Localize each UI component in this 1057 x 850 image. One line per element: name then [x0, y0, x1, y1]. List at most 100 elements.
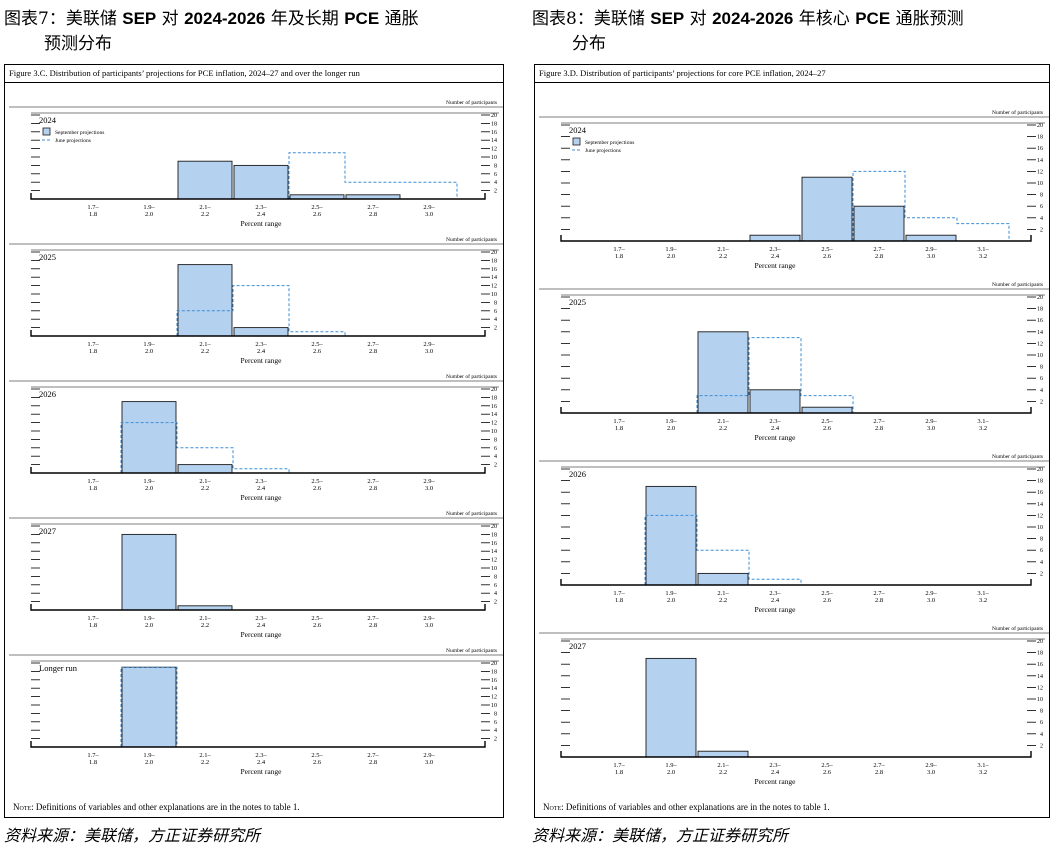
- x-tick-label: 2.3–: [769, 418, 781, 425]
- x-tick-label: 1.7–: [613, 418, 625, 425]
- x-tick-label: 2.5–: [821, 762, 833, 769]
- y-tick-label: 16: [1037, 490, 1043, 496]
- x-tick-label: 2.2: [201, 485, 209, 492]
- x-tick-label: 2.8: [369, 211, 377, 218]
- x-axis-baseline: [560, 235, 1032, 242]
- y-tick-label: 2: [1040, 227, 1043, 233]
- x-tick-label: 2.9–: [423, 615, 435, 622]
- y-tick-label: 16: [1037, 662, 1043, 668]
- x-tick-label: 3.2: [979, 769, 987, 776]
- x-tick-label: 2.9–: [925, 418, 937, 425]
- x-tick-label: 1.8: [615, 425, 623, 432]
- y-tick-label: 4: [494, 454, 497, 460]
- y-tick-label: 6: [1040, 376, 1043, 382]
- x-axis-label: Percent range: [240, 219, 282, 228]
- y-tick-label: 20: [491, 387, 497, 393]
- x-axis-baseline: [30, 193, 486, 200]
- y-tick-label: 4: [1040, 388, 1043, 394]
- figure-3c-note-text: Definitions of variables and other expla…: [33, 802, 300, 812]
- x-tick-label: 2.4: [257, 348, 266, 355]
- september-bar: [801, 176, 853, 242]
- x-tick-label: 2.4: [771, 597, 780, 604]
- september-bar: [697, 572, 749, 586]
- y-tick-label: 18: [491, 669, 497, 675]
- y-tick-label: 6: [494, 583, 497, 589]
- x-tick-label: 2.0: [667, 253, 675, 260]
- y-tick-label: 16: [491, 541, 497, 547]
- x-tick-label: 1.7–: [87, 204, 99, 211]
- june-outline: [644, 514, 802, 585]
- x-axis-label: Percent range: [754, 605, 796, 614]
- x-tick-label: 1.8: [615, 597, 623, 604]
- x-tick-label: 2.7–: [367, 752, 379, 759]
- x-tick-label: 1.9–: [665, 762, 677, 769]
- x-tick-label: 3.0: [927, 769, 935, 776]
- y-tick-label: 16: [491, 130, 497, 136]
- y-tick-label: 20: [1037, 639, 1043, 645]
- right-source: 资料来源：美联储，方正证券研究所: [532, 826, 789, 845]
- y-tick-label: 2: [494, 463, 497, 469]
- september-bar: [853, 205, 905, 242]
- x-tick-label: 1.9–: [665, 246, 677, 253]
- y-tick-label: 18: [1037, 479, 1043, 485]
- x-tick-label: 2.3–: [255, 615, 267, 622]
- y-tick-label: 10: [1037, 353, 1043, 359]
- x-tick-label: 1.7–: [613, 246, 625, 253]
- x-tick-label: 2.8: [369, 622, 377, 629]
- x-tick-label: 1.9–: [143, 204, 155, 211]
- x-tick-label: 3.2: [979, 425, 987, 432]
- x-axis-label: Percent range: [240, 630, 282, 639]
- y-tick-label: 14: [491, 686, 497, 692]
- september-bar: [697, 750, 749, 758]
- september-bar: [233, 164, 289, 200]
- x-tick-label: 3.1–: [977, 418, 989, 425]
- x-tick-label: 2.6: [823, 597, 832, 604]
- figure-3c-chart: Number of participants 2 4 6 8 10 12 14 16 18 20 20…: [9, 99, 503, 776]
- september-bar: [121, 401, 177, 474]
- y-tick-label: 18: [491, 258, 497, 264]
- x-tick-label: 2.9–: [423, 204, 435, 211]
- x-tick-label: 2.9–: [925, 762, 937, 769]
- x-tick-label: 2.0: [145, 211, 153, 218]
- x-tick-label: 2.4: [771, 425, 780, 432]
- x-tick-label: 2.2: [719, 425, 727, 432]
- y-tick-label: 10: [491, 429, 497, 435]
- september-bar: [645, 657, 697, 758]
- x-tick-label: 2.6: [313, 622, 322, 629]
- legend-september-swatch: [42, 127, 51, 136]
- x-tick-label: 1.8: [89, 759, 97, 766]
- y-tick-label: 6: [1040, 720, 1043, 726]
- september-bar: [749, 389, 801, 414]
- x-axis-baseline: [30, 467, 486, 474]
- panel-2027: Number of participants 2 4 6 8 10 12 14 16 18 20 20…: [539, 625, 1049, 786]
- figure-3c-note-label: Note:: [13, 802, 34, 812]
- x-tick-label: 2.9–: [423, 478, 435, 485]
- x-axis-baseline: [30, 741, 486, 748]
- legend-june-label: June projections: [585, 148, 621, 154]
- y-tick-label: 14: [1037, 674, 1043, 680]
- x-tick-label: 2.1–: [717, 246, 729, 253]
- x-tick-label: 3.0: [425, 622, 433, 629]
- panel-2025: Number of participants 2 4 6 8 10 12 14 16 18 20 20…: [539, 281, 1049, 442]
- september-bar: [121, 533, 177, 611]
- x-tick-label: 1.7–: [613, 590, 625, 597]
- right-title-pce: PCE: [855, 9, 891, 28]
- x-tick-label: 1.7–: [613, 762, 625, 769]
- x-tick-label: 3.0: [425, 485, 433, 492]
- panel-title: Longer run: [39, 663, 78, 673]
- y-tick-label: 20: [491, 250, 497, 256]
- x-tick-label: 3.0: [425, 759, 433, 766]
- y-tick-label: 20: [491, 524, 497, 530]
- x-tick-label: 2.1–: [199, 478, 211, 485]
- figure-3d: Figure 3.D. Distribution of participants…: [534, 64, 1050, 818]
- y-tick-label: 4: [494, 728, 497, 734]
- y-tick-label: 2: [494, 600, 497, 606]
- x-tick-label: 2.1–: [199, 615, 211, 622]
- figure-3d-note-label: Note:: [543, 802, 564, 812]
- left-title-line2: 预测分布: [44, 34, 112, 54]
- x-tick-label: 2.7–: [367, 478, 379, 485]
- x-tick-label: 2.6: [313, 485, 322, 492]
- panel-2024: Number of participants 2 4 6 8 10 12 14 16 18 20 20…: [9, 99, 503, 228]
- x-tick-label: 2.5–: [311, 615, 323, 622]
- june-outline: [288, 152, 458, 199]
